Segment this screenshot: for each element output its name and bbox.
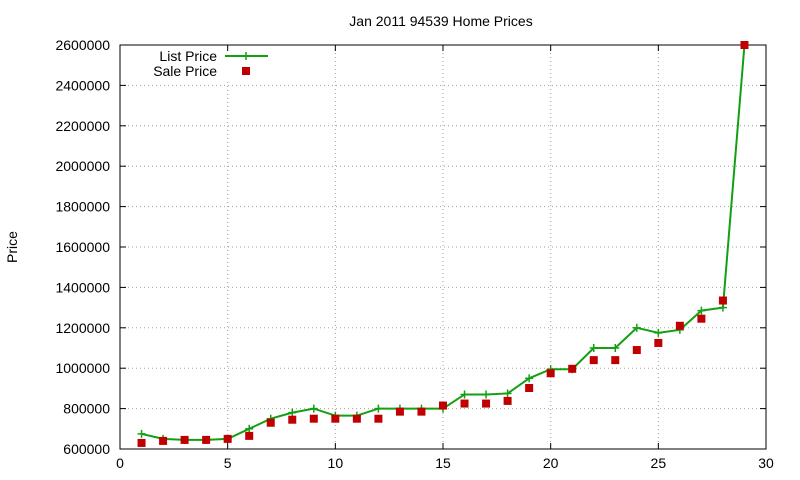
axes: 0 5 10 15 20 25 30 600000 800000 1000000 1200000 14…	[55, 37, 774, 471]
sale-price-point	[718, 296, 727, 305]
x-tick-label: 20	[543, 455, 559, 471]
sale-price-point	[611, 356, 620, 365]
x-tick-label: 5	[224, 455, 232, 471]
sale-price-point	[374, 414, 383, 423]
sale-price-point	[740, 41, 749, 49]
sale-price-point	[482, 399, 491, 408]
sale-price-point	[417, 407, 426, 416]
x-tick-label: 0	[116, 455, 124, 471]
sale-price-point	[675, 321, 684, 330]
list-price-point	[503, 389, 512, 398]
y-tick-label: 1800000	[55, 199, 110, 215]
list-price-point	[654, 328, 663, 337]
y-axis-label: Price	[4, 231, 20, 263]
sale-price-point	[159, 436, 168, 445]
sale-price-point	[439, 401, 447, 410]
sale-price-point	[589, 356, 598, 365]
list-price-point	[288, 408, 297, 417]
list-price-point	[718, 303, 727, 312]
list-price-point	[482, 390, 491, 399]
x-tick-label: 15	[435, 455, 451, 471]
sale-price-point	[309, 414, 318, 423]
y-tick-label: 600000	[63, 441, 110, 457]
list-price-point	[245, 424, 254, 433]
list-price-point	[374, 404, 383, 413]
y-tick-label: 1000000	[55, 360, 110, 376]
sale-price-point	[352, 414, 361, 423]
sale-price-point	[137, 438, 146, 447]
list-price-point	[697, 306, 706, 315]
legend-label-sale-price: Sale Price	[153, 63, 217, 79]
sale-price-point	[395, 407, 404, 416]
sale-price-point	[503, 396, 512, 405]
sale-price-point	[288, 415, 297, 424]
plot-border	[119, 44, 767, 450]
data-series	[137, 41, 749, 447]
list-price-point	[589, 344, 598, 352]
legend-label-list-price: List Price	[159, 48, 217, 64]
sale-price-point	[546, 369, 555, 378]
y-tick-label: 2400000	[55, 77, 110, 93]
y-tick-label: 800000	[63, 401, 110, 417]
list-price-line	[141, 44, 746, 441]
sale-price-point	[245, 431, 254, 440]
list-price-point	[632, 323, 641, 332]
y-tick-label: 2600000	[55, 37, 110, 53]
list-price-point	[137, 429, 146, 438]
chart-title: Jan 2011 94539 Home Prices	[349, 13, 532, 29]
y-tick-label: 2000000	[55, 158, 110, 174]
list-price-point	[525, 374, 534, 383]
list-price-point	[611, 344, 620, 352]
sale-price-point	[460, 399, 469, 408]
sale-price-point	[697, 314, 706, 323]
list-price-point	[309, 404, 318, 413]
sale-price-point	[632, 346, 641, 355]
grid-lines	[120, 45, 766, 449]
sale-price-point	[331, 414, 340, 423]
sale-price-point	[223, 434, 232, 443]
list-price-point	[460, 390, 469, 399]
sale-price-point	[654, 338, 663, 347]
x-tick-label: 25	[651, 455, 667, 471]
legend-swatch-square	[242, 67, 250, 75]
y-tick-label: 1400000	[55, 279, 110, 295]
sale-price-point	[568, 364, 577, 373]
y-tick-label: 1200000	[55, 320, 110, 336]
sale-price-point	[266, 418, 275, 427]
y-tick-label: 2200000	[55, 118, 110, 134]
sale-price-point	[202, 435, 211, 444]
sale-price-point	[525, 383, 534, 392]
x-tick-label: 10	[328, 455, 344, 471]
sale-price-point	[180, 435, 189, 444]
x-tick-label: 30	[758, 455, 774, 471]
y-tick-label: 1600000	[55, 239, 110, 255]
